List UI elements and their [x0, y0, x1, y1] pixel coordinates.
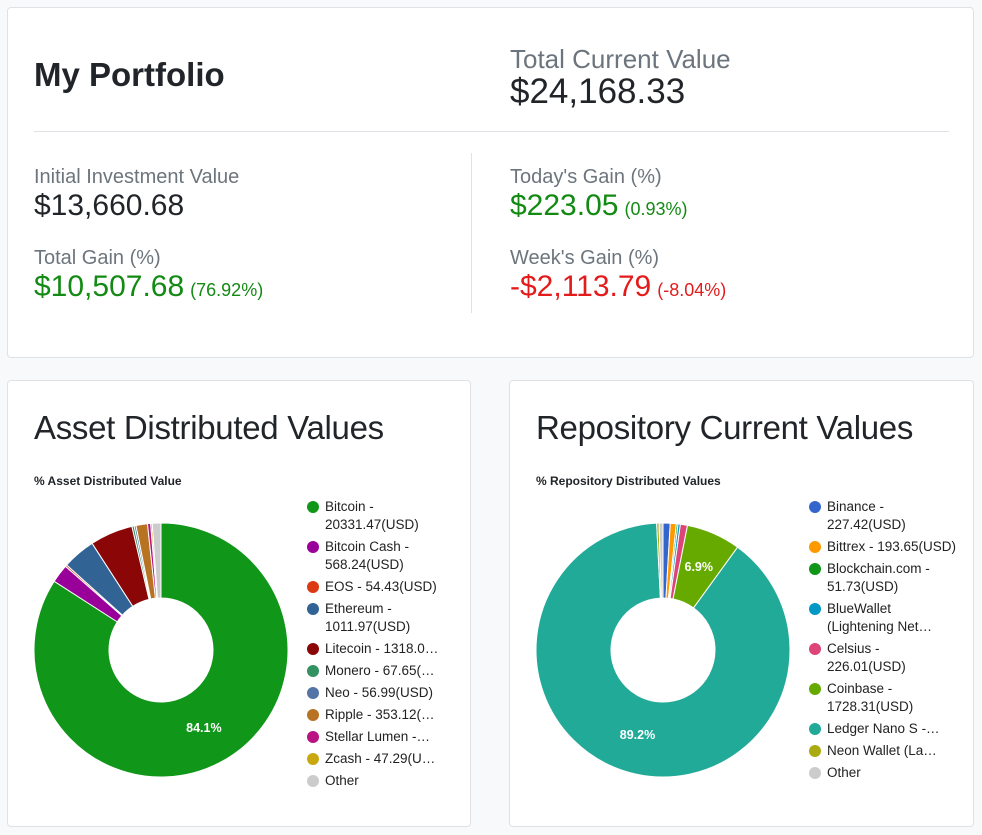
stat-label: Total Gain (%) [34, 247, 161, 269]
legend-item: Bitcoin Cash - 568.24(USD) [305, 538, 455, 574]
legend-swatch [307, 731, 319, 743]
legend-label: Bittrex - 193.65(USD) [827, 539, 957, 554]
legend-swatch [307, 753, 319, 765]
legend-label: Monero - 67.65(… [325, 663, 435, 678]
chart-subtitle: % Repository Distributed Values [536, 474, 721, 488]
chart-title: Repository Current Values [536, 409, 914, 446]
divider [471, 153, 472, 313]
legend-swatch [809, 603, 821, 615]
legend-swatch [307, 581, 319, 593]
legend-label: Litecoin - 1318.0… [325, 641, 439, 656]
chart-card: Asset Distributed Values % Asset Distribu… [7, 380, 471, 827]
legend-swatch [307, 709, 319, 721]
slice-label: 89.2% [620, 728, 655, 742]
legend-swatch [809, 745, 821, 757]
legend-item: Other [807, 764, 957, 782]
legend-label: Neo - 56.99(USD) [325, 685, 434, 700]
legend-swatch [307, 643, 319, 655]
legend-swatch [809, 723, 821, 735]
legend-swatch [307, 687, 319, 699]
slice [535, 522, 791, 778]
legend-item: Blockchain.com - 51.73(USD) [807, 560, 957, 596]
legend-swatch [809, 563, 821, 575]
legend-item: Celsius - 226.01(USD) [807, 640, 957, 676]
legend-label: Zcash - 47.29(U… [325, 751, 436, 766]
legend-swatch [307, 603, 319, 615]
legend-item: BlueWallet (Lightening Net… [807, 600, 957, 636]
legend-label: Stellar Lumen -… [325, 729, 431, 744]
stat-row: -$2,113.79 (-8.04%) [510, 270, 726, 304]
legend-swatch [809, 767, 821, 779]
legend-swatch [809, 683, 821, 695]
summary-card: My Portfolio Total Current Value $24,168… [7, 7, 974, 358]
stat-row: $10,507.68 (76.92%) [34, 270, 263, 304]
legend-label: Other [325, 773, 359, 788]
legend-item: Neon Wallet (La… [807, 742, 957, 760]
stat-value: -$2,113.79 [510, 270, 652, 303]
stat-label: Week's Gain (%) [510, 247, 660, 269]
chart: 6.9% 89.2% [535, 522, 791, 778]
slice [658, 522, 664, 599]
chart-title: Asset Distributed Values [34, 409, 384, 446]
legend-label: Bitcoin Cash - 568.24(USD) [325, 539, 410, 572]
stat-change: (-8.04%) [657, 280, 727, 300]
stat-change: (0.93%) [624, 199, 688, 219]
legend-item: Ripple - 353.12(… [305, 706, 455, 724]
chart-card: Repository Current Values % Repository Di… [509, 380, 974, 827]
stat-label: Initial Investment Value [34, 166, 240, 188]
slice [33, 522, 289, 778]
stat-value: $13,660.68 [34, 189, 185, 222]
chart: 84.1% [33, 522, 289, 778]
chart-subtitle: % Asset Distributed Value [34, 474, 182, 488]
stat-value: $223.05 [510, 189, 619, 222]
legend-label: Neon Wallet (La… [827, 743, 937, 758]
stat-label: Today's Gain (%) [510, 166, 662, 188]
legend-item: Bittrex - 193.65(USD) [807, 538, 957, 556]
slice-label: 6.9% [685, 560, 714, 574]
legend-item: EOS - 54.43(USD) [305, 578, 455, 596]
legend-item: Ledger Nano S -… [807, 720, 957, 738]
legend: Binance - 227.42(USD) Bittrex - 193.65(US… [807, 498, 957, 786]
stat-change: (76.92%) [190, 280, 264, 300]
legend-item: Litecoin - 1318.0… [305, 640, 455, 658]
legend-label: Binance - 227.42(USD) [827, 499, 906, 532]
legend-label: Ripple - 353.12(… [325, 707, 435, 722]
legend-item: Coinbase - 1728.31(USD) [807, 680, 957, 716]
legend-swatch [809, 541, 821, 553]
legend: Bitcoin - 20331.47(USD) Bitcoin Cash - 56… [305, 498, 455, 794]
slice-label: 84.1% [186, 721, 221, 735]
legend-item: Binance - 227.42(USD) [807, 498, 957, 534]
legend-label: BlueWallet (Lightening Net… [827, 601, 933, 634]
legend-label: Ledger Nano S -… [827, 721, 940, 736]
page-title: My Portfolio [34, 56, 225, 93]
legend-item: Zcash - 47.29(U… [305, 750, 455, 768]
legend-swatch [307, 775, 319, 787]
legend-item: Ethereum - 1011.97(USD) [305, 600, 455, 636]
legend-item: Neo - 56.99(USD) [305, 684, 455, 702]
legend-label: Bitcoin - 20331.47(USD) [325, 499, 419, 532]
total-value: $24,168.33 [510, 72, 686, 111]
total-label: Total Current Value [510, 44, 731, 74]
legend-item: Bitcoin - 20331.47(USD) [305, 498, 455, 534]
divider [34, 131, 949, 132]
legend-label: Coinbase - 1728.31(USD) [827, 681, 914, 714]
legend-swatch [809, 501, 821, 513]
legend-label: EOS - 54.43(USD) [325, 579, 437, 594]
legend-swatch [307, 541, 319, 553]
legend-swatch [307, 665, 319, 677]
legend-item: Stellar Lumen -… [305, 728, 455, 746]
stat-row: $223.05 (0.93%) [510, 189, 687, 223]
legend-label: Blockchain.com - 51.73(USD) [827, 561, 930, 594]
legend-label: Ethereum - 1011.97(USD) [325, 601, 411, 634]
legend-item: Monero - 67.65(… [305, 662, 455, 680]
legend-swatch [809, 643, 821, 655]
stat-value: $10,507.68 [34, 270, 185, 303]
legend-label: Other [827, 765, 861, 780]
slice [151, 522, 162, 599]
legend-item: Other [305, 772, 455, 790]
legend-label: Celsius - 226.01(USD) [827, 641, 906, 674]
legend-swatch [307, 501, 319, 513]
